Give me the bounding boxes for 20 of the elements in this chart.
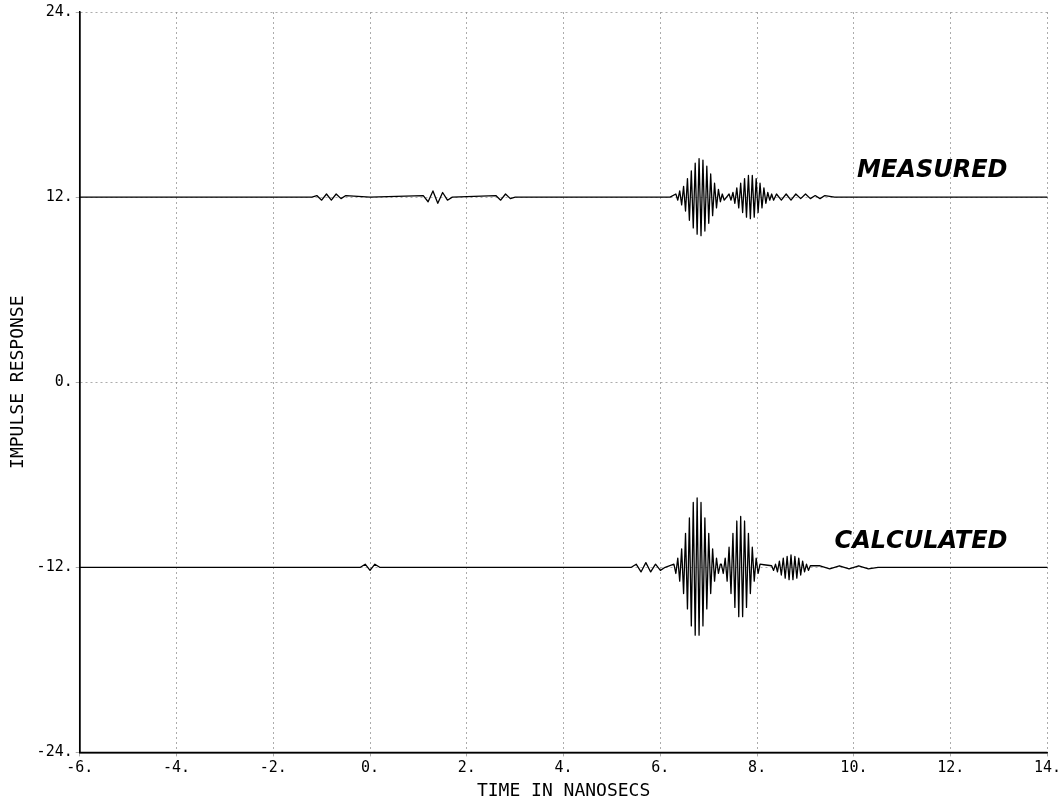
y-tick-label: 12. xyxy=(45,186,73,205)
x-tick-label: 12. xyxy=(937,758,965,777)
x-tick-label: 6. xyxy=(651,758,670,777)
series-label: MEASURED xyxy=(857,155,1008,184)
x-tick-label: -6. xyxy=(66,758,94,777)
y-tick-label: -12. xyxy=(36,557,73,576)
x-tick-label: 2. xyxy=(457,758,476,777)
x-tick-label: -2. xyxy=(259,758,287,777)
y-tick-label: -24. xyxy=(36,742,73,761)
y-tick-label: 24. xyxy=(45,1,73,20)
y-tick-label: 0. xyxy=(54,372,73,391)
x-tick-label: 0. xyxy=(361,758,380,777)
x-tick-label: -4. xyxy=(162,758,191,777)
x-tick-label: 4. xyxy=(554,758,573,777)
x-tick-label: 8. xyxy=(748,758,767,777)
x-axis-title: TIME IN NANOSECS xyxy=(476,778,651,800)
x-tick-label: 10. xyxy=(840,758,868,777)
series-label: CALCULATED xyxy=(834,525,1008,554)
x-tick-label: 14. xyxy=(1033,758,1061,777)
y-axis-title: IMPULSE RESPONSE xyxy=(6,295,28,469)
